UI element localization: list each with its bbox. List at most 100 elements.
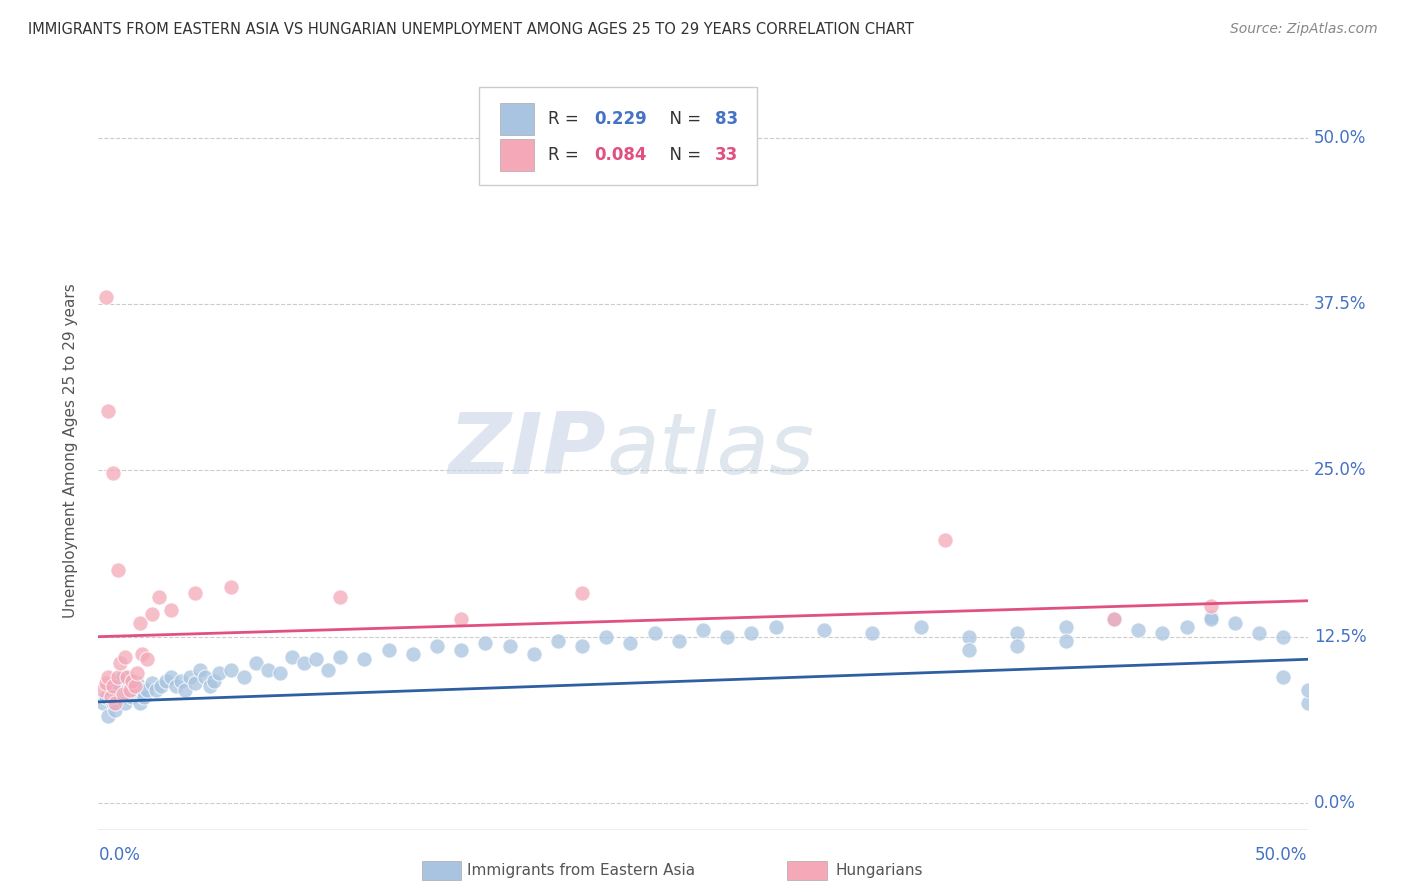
- Point: [111, 670, 134, 684]
- Point: [127, 676, 149, 690]
- Point: [1007, 639, 1029, 653]
- Point: [121, 690, 143, 704]
- Point: [108, 657, 131, 671]
- Point: [1054, 633, 1077, 648]
- Point: [221, 663, 243, 677]
- Text: IMMIGRANTS FROM EASTERN ASIA VS HUNGARIAN UNEMPLOYMENT AMONG AGES 25 TO 29 YEARS: IMMIGRANTS FROM EASTERN ASIA VS HUNGARIA…: [28, 22, 914, 37]
- Point: [1223, 616, 1246, 631]
- Text: 0.084: 0.084: [595, 145, 647, 164]
- Point: [1199, 609, 1222, 624]
- FancyBboxPatch shape: [479, 87, 758, 186]
- Point: [128, 616, 150, 631]
- Point: [160, 670, 183, 684]
- Point: [1054, 620, 1077, 634]
- Point: [644, 625, 666, 640]
- Point: [107, 670, 129, 684]
- Point: [1199, 612, 1222, 626]
- Text: R =: R =: [548, 110, 585, 128]
- Point: [402, 647, 425, 661]
- Point: [595, 630, 617, 644]
- Y-axis label: Unemployment Among Ages 25 to 29 years: Unemployment Among Ages 25 to 29 years: [63, 283, 77, 618]
- Point: [245, 657, 267, 671]
- Point: [107, 563, 129, 577]
- Point: [716, 630, 738, 644]
- Point: [1152, 625, 1174, 640]
- Point: [124, 682, 146, 697]
- Point: [145, 682, 167, 697]
- Point: [1296, 696, 1319, 710]
- Point: [547, 633, 569, 648]
- Point: [174, 682, 197, 697]
- Text: 12.5%: 12.5%: [1313, 628, 1367, 646]
- Text: Source: ZipAtlas.com: Source: ZipAtlas.com: [1230, 22, 1378, 37]
- Text: R =: R =: [548, 145, 585, 164]
- Point: [1199, 599, 1222, 613]
- Point: [97, 709, 120, 723]
- Point: [204, 673, 226, 688]
- Point: [208, 665, 231, 680]
- Point: [141, 676, 163, 690]
- Point: [150, 679, 173, 693]
- Point: [813, 623, 835, 637]
- FancyBboxPatch shape: [501, 103, 534, 135]
- Point: [256, 663, 278, 677]
- Text: 33: 33: [716, 145, 738, 164]
- Point: [619, 636, 641, 650]
- Text: Hungarians: Hungarians: [835, 863, 922, 878]
- Point: [148, 590, 170, 604]
- Point: [450, 612, 472, 626]
- Point: [128, 696, 150, 710]
- Point: [101, 466, 124, 480]
- Point: [426, 639, 449, 653]
- Point: [135, 682, 157, 697]
- Point: [316, 663, 339, 677]
- Point: [1102, 612, 1125, 626]
- Point: [740, 625, 762, 640]
- Text: ZIP: ZIP: [449, 409, 606, 492]
- Point: [169, 673, 191, 688]
- Point: [957, 630, 980, 644]
- Point: [101, 679, 124, 693]
- Point: [1102, 612, 1125, 626]
- Point: [131, 682, 153, 697]
- Point: [329, 590, 352, 604]
- Point: [97, 403, 120, 417]
- Point: [1128, 623, 1150, 637]
- Point: [100, 682, 122, 697]
- Point: [194, 670, 217, 684]
- Point: [124, 679, 146, 693]
- Point: [94, 291, 117, 305]
- Point: [353, 652, 375, 666]
- Point: [91, 682, 114, 697]
- Point: [377, 643, 399, 657]
- Point: [184, 586, 207, 600]
- Point: [292, 657, 315, 671]
- Point: [179, 670, 201, 684]
- Point: [184, 676, 207, 690]
- Point: [155, 673, 177, 688]
- Text: 0.0%: 0.0%: [1313, 794, 1355, 812]
- Point: [571, 639, 593, 653]
- Point: [104, 703, 127, 717]
- Point: [692, 623, 714, 637]
- FancyBboxPatch shape: [501, 139, 534, 170]
- Text: 0.0%: 0.0%: [98, 846, 141, 863]
- Point: [118, 682, 141, 697]
- Point: [111, 687, 134, 701]
- Point: [91, 696, 114, 710]
- Text: 25.0%: 25.0%: [1313, 461, 1367, 479]
- Point: [221, 581, 243, 595]
- Point: [860, 625, 883, 640]
- Text: 50.0%: 50.0%: [1313, 128, 1367, 147]
- Text: 0.229: 0.229: [595, 110, 647, 128]
- Point: [450, 643, 472, 657]
- Text: 83: 83: [716, 110, 738, 128]
- Text: N =: N =: [659, 145, 707, 164]
- Text: 50.0%: 50.0%: [1256, 846, 1308, 863]
- Point: [134, 690, 156, 704]
- Point: [117, 670, 139, 684]
- Point: [571, 586, 593, 600]
- Point: [135, 652, 157, 666]
- Text: atlas: atlas: [606, 409, 814, 492]
- Point: [1175, 620, 1198, 634]
